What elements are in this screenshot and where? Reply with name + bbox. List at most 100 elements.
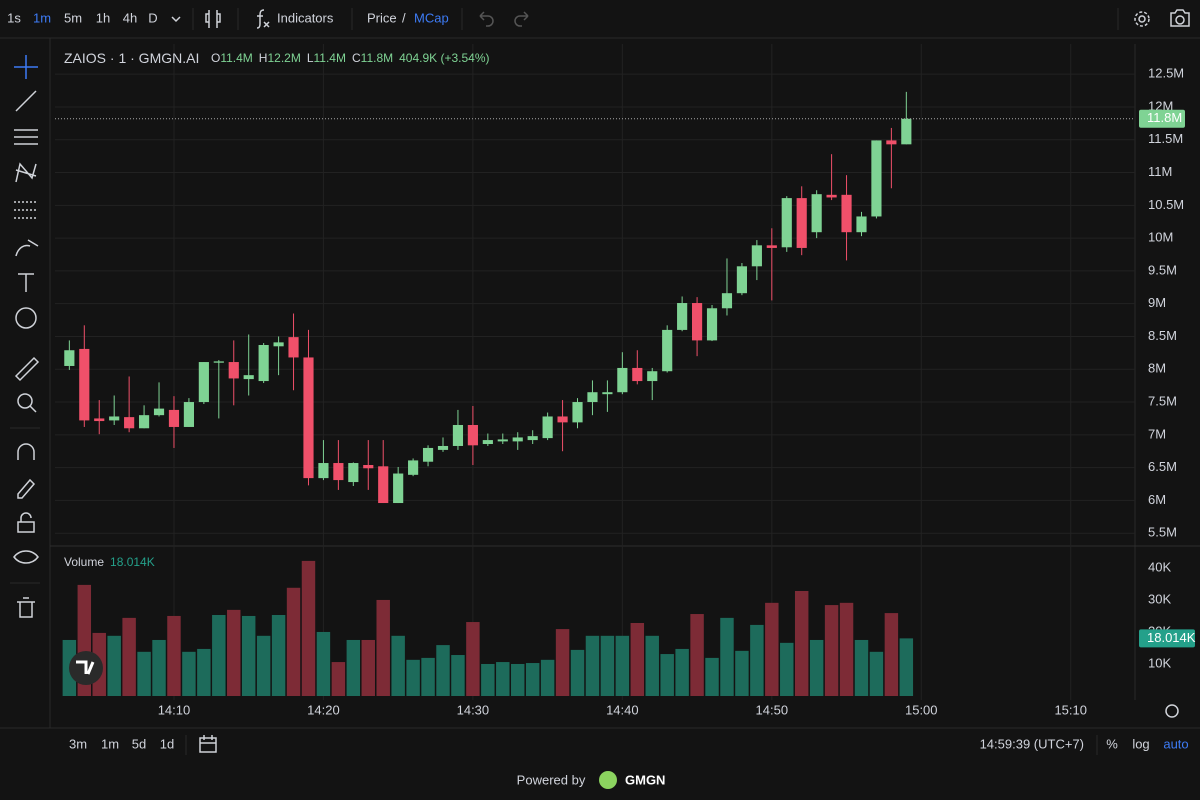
visibility-tool[interactable] — [13, 550, 39, 564]
volume-bar — [511, 663, 525, 696]
lock-tool[interactable] — [17, 512, 35, 533]
interval-dropdown[interactable] — [171, 16, 181, 23]
y-tick-label: 12.5M — [1148, 66, 1184, 81]
fib-tool[interactable] — [14, 129, 38, 145]
undo-button[interactable] — [479, 11, 494, 27]
screenshot-button[interactable] — [1170, 9, 1190, 27]
delete-tool[interactable] — [17, 597, 35, 618]
y-tick-label: 8.5M — [1148, 328, 1177, 343]
settings-button[interactable] — [1134, 11, 1150, 27]
candle-body — [452, 424, 464, 446]
indicators-icon[interactable] — [256, 9, 270, 29]
x-tick-label: 14:10 — [158, 702, 191, 717]
indicators-button[interactable]: Indicators — [277, 10, 334, 25]
interval[interactable]: 1s — [7, 10, 21, 25]
tv-logo-mark — [76, 660, 95, 675]
candle-body — [333, 463, 344, 481]
line-tool[interactable] — [15, 90, 37, 112]
projection-tool[interactable] — [14, 201, 38, 219]
y-tick-label: 7M — [1148, 426, 1166, 441]
volume-bar — [750, 624, 764, 696]
emoji-tool[interactable] — [15, 307, 37, 329]
volume-bar — [376, 599, 390, 696]
price-toggle[interactable]: Price — [367, 10, 397, 25]
candle-body — [243, 375, 254, 380]
interval[interactable]: 4h — [123, 10, 137, 25]
candle-body — [512, 437, 523, 442]
candle-body — [886, 140, 897, 145]
clock[interactable]: 14:59:39 (UTC+7) — [980, 736, 1084, 751]
magnet-tool[interactable] — [17, 443, 35, 460]
interval[interactable]: D — [148, 10, 157, 25]
mcap-toggle[interactable]: MCap — [414, 10, 449, 25]
volume-bar — [496, 662, 510, 696]
candle-body — [94, 418, 105, 422]
candle-body — [602, 392, 613, 395]
volume-bar — [137, 651, 151, 696]
y-tick-label: 11.5M — [1148, 131, 1183, 146]
ohlc-key: H — [259, 51, 268, 65]
volume-bar — [481, 663, 495, 696]
candle-body — [781, 198, 792, 248]
volume-bar — [152, 639, 166, 696]
candle-body — [542, 416, 553, 439]
volume-bar — [839, 602, 854, 696]
y-tick-label: 9M — [1148, 295, 1166, 310]
interval[interactable]: 5m — [64, 10, 82, 25]
candle-body — [871, 140, 882, 217]
zoom-tool[interactable] — [17, 393, 33, 409]
candle-body — [288, 337, 299, 358]
brush-tool[interactable] — [15, 239, 39, 257]
candle-body — [258, 344, 269, 382]
candle-body — [393, 473, 404, 504]
volume-bar — [690, 614, 704, 696]
volume-bar — [361, 639, 375, 696]
interval[interactable]: 1m — [33, 10, 51, 25]
crosshair-tool[interactable] — [14, 55, 38, 79]
candle-body — [273, 342, 284, 347]
lock-draw-tool[interactable] — [17, 478, 36, 499]
range-button[interactable]: 1d — [160, 736, 174, 751]
x-tick-label: 14:30 — [457, 702, 490, 717]
range-button[interactable]: 3m — [69, 736, 87, 751]
toolbar: 1s 1m 5m 1h 4h D Indicators Price / MCap — [7, 8, 1190, 30]
volume-bar — [256, 635, 271, 696]
auto-toggle[interactable]: auto — [1163, 736, 1188, 751]
volume-bar — [227, 609, 241, 696]
candle-body — [213, 361, 224, 363]
volume-bar — [301, 560, 316, 696]
range-button[interactable]: 5d — [132, 736, 146, 751]
interval[interactable]: 1h — [96, 10, 110, 25]
x-tick-label: 14:40 — [606, 702, 639, 717]
candle-body — [183, 402, 194, 427]
volume-bar — [406, 659, 420, 696]
last-price-label: 11.8M — [1147, 110, 1182, 125]
pattern-tool[interactable] — [15, 162, 37, 183]
volume-bar — [241, 615, 256, 696]
volume-bar — [570, 649, 585, 696]
chart-type-icon[interactable] — [205, 10, 221, 28]
axes: 14:10 14:20 14:30 14:40 14:50 15:00 15:10 5.5M 6… — [158, 66, 1196, 718]
volume-bar — [271, 614, 286, 696]
volume-pane — [62, 560, 914, 696]
candle-body — [557, 416, 568, 423]
volume-bar — [331, 662, 346, 696]
percent-toggle[interactable]: % — [1106, 736, 1118, 751]
range-button[interactable]: 1m — [101, 736, 119, 751]
axis-settings[interactable] — [1165, 704, 1179, 718]
goto-date-button[interactable] — [199, 735, 217, 753]
volume-title: Volume — [64, 555, 104, 569]
volume-tick-label: 30K — [1148, 591, 1171, 606]
y-tick-label: 10.5M — [1148, 197, 1184, 212]
candle-body — [124, 417, 135, 429]
redo-button[interactable] — [514, 11, 529, 27]
settings-icon-core — [1138, 15, 1146, 23]
volume-bar — [630, 623, 645, 696]
log-toggle[interactable]: log — [1132, 736, 1149, 751]
candle-body — [677, 303, 688, 330]
ruler-tool[interactable] — [14, 356, 40, 382]
candle-body — [572, 402, 583, 423]
text-tool[interactable] — [18, 273, 34, 292]
toggle-separator: / — [402, 10, 406, 25]
volume-bar — [585, 635, 600, 696]
